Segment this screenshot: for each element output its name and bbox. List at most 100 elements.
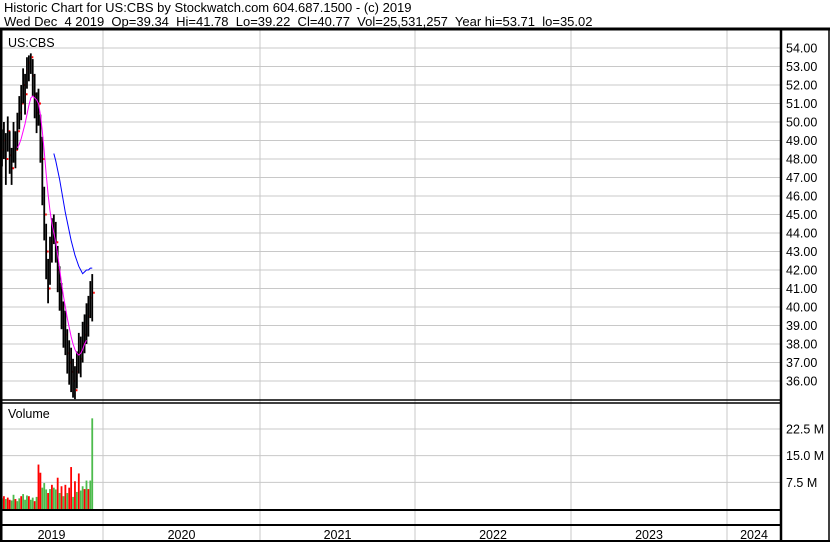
axis-labels: 54.00 53.00 52.00 51.00 50.00 49.00 48.00 47.00… — [38, 42, 825, 543]
price-tick-label: 42.00 — [786, 264, 817, 278]
volume-label: Volume — [8, 407, 50, 421]
price-bar — [62, 301, 65, 348]
volume-bar — [77, 473, 80, 509]
volume-bar — [91, 418, 94, 509]
volume-bar — [51, 484, 53, 509]
volume-bar — [60, 486, 63, 509]
price-bar — [83, 314, 86, 354]
volume-bar — [87, 489, 90, 509]
price-tick-label: 43.00 — [786, 245, 817, 259]
year-label: 2024 — [740, 528, 768, 542]
year-label: 2023 — [635, 528, 663, 542]
volume-bar — [8, 499, 11, 509]
close-tick — [45, 213, 47, 216]
price-tick-label: 49.00 — [786, 134, 817, 148]
symbol-label: US:CBS — [8, 36, 55, 50]
volume-bar — [62, 496, 65, 509]
price-bar — [8, 131, 11, 174]
price-bar — [37, 88, 40, 126]
price-bar — [64, 310, 67, 356]
volume-bar — [10, 500, 13, 509]
price-bar — [20, 85, 23, 121]
close-tick — [39, 102, 41, 105]
price-bar — [33, 73, 36, 119]
price-tick-label: 39.00 — [786, 319, 817, 333]
close-tick — [43, 158, 45, 160]
price-bar — [72, 358, 74, 398]
price-bar — [39, 114, 42, 163]
price-tick-label: 46.00 — [786, 190, 817, 204]
price-bar — [3, 122, 5, 159]
price-bar — [31, 59, 34, 97]
volume-bar — [54, 489, 57, 509]
volume-bar — [79, 490, 82, 509]
price-tick-label: 36.00 — [786, 375, 817, 389]
volume-bar — [39, 472, 42, 509]
volume-bar — [41, 487, 44, 509]
price-bar — [66, 329, 69, 374]
price-bar — [56, 245, 59, 293]
close-tick — [75, 389, 78, 392]
volume-bar — [14, 499, 17, 509]
volume-bar — [12, 494, 15, 509]
price-bar — [35, 92, 38, 134]
price-bar — [68, 340, 71, 385]
price-bar — [81, 321, 84, 363]
volume-bar — [4, 499, 7, 509]
price-tick-label: 50.00 — [786, 116, 817, 130]
price-tick-label: 38.00 — [786, 338, 817, 352]
volume-bar — [66, 493, 69, 509]
price-bar — [91, 274, 94, 322]
volume-tick-label: 7.5 M — [786, 476, 817, 490]
volume-bar — [85, 480, 88, 509]
year-label: 2021 — [324, 528, 352, 542]
price-tick-label: 51.00 — [786, 97, 817, 111]
price-bar — [16, 112, 19, 150]
moving-average-long — [53, 153, 93, 275]
volume-bar — [64, 484, 67, 509]
price-tick-label: 41.00 — [786, 282, 817, 296]
volume-bar — [33, 501, 36, 509]
volume-bar — [18, 498, 21, 509]
price-bar — [60, 282, 63, 330]
chart-title: Historic Chart for US:CBS by Stockwatch.… — [4, 0, 412, 15]
year-label: 2022 — [479, 528, 507, 542]
volume-bar — [31, 497, 34, 509]
price-bar — [22, 68, 25, 104]
price-bar — [4, 133, 7, 185]
price-bar — [85, 303, 88, 344]
price-bar — [18, 96, 21, 130]
volume-bar — [22, 494, 25, 509]
close-tick — [18, 130, 20, 133]
price-bar — [51, 218, 53, 263]
close-tick — [47, 250, 49, 253]
volume-bar — [37, 464, 40, 509]
volume-bar — [81, 486, 84, 509]
volume-tick-label: 15.0 M — [786, 449, 824, 463]
moving-average-short — [16, 95, 87, 356]
price-tick-label: 40.00 — [786, 301, 817, 315]
volume-bar — [89, 480, 92, 509]
price-bar — [14, 131, 17, 169]
price-bar — [12, 122, 15, 163]
volume-bar — [24, 499, 26, 509]
volume-bar — [74, 481, 76, 509]
volume-bars — [1, 418, 94, 509]
price-bar — [27, 55, 30, 82]
price-bar — [58, 266, 61, 311]
volume-bar — [70, 467, 73, 509]
price-bar — [6, 116, 9, 152]
price-bar — [26, 57, 28, 89]
price-bar — [89, 281, 92, 319]
price-tick-label: 52.00 — [786, 79, 817, 93]
close-tick — [6, 158, 9, 160]
close-tick — [93, 291, 95, 294]
volume-bar — [75, 491, 78, 509]
price-bar — [49, 236, 51, 285]
price-tick-label: 53.00 — [786, 60, 817, 74]
price-tick-label: 45.00 — [786, 208, 817, 222]
price-tick-label: 54.00 — [786, 42, 817, 56]
volume-bar — [26, 495, 28, 509]
price-bar — [52, 214, 55, 245]
price-bars — [1, 53, 95, 400]
